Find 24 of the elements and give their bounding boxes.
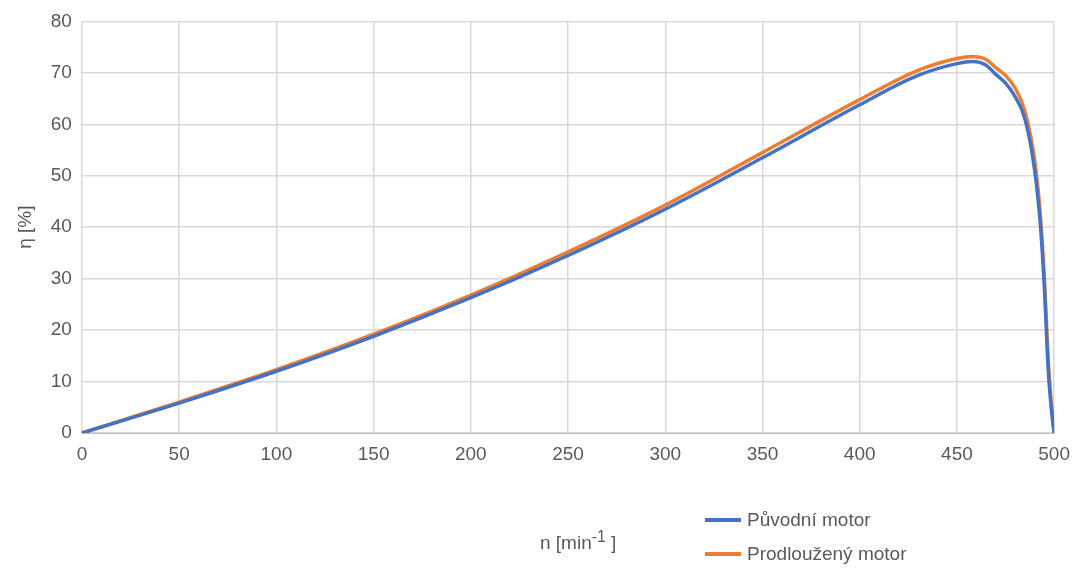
- y-axis-title: η [%]: [13, 205, 35, 249]
- y-tick-label: 0: [61, 421, 72, 443]
- x-tick-label: 350: [746, 442, 779, 464]
- x-axis-title: n [min$^{-1}$ ]: [540, 528, 617, 555]
- y-tick-label: 30: [50, 266, 72, 288]
- y-tick-label: 80: [50, 9, 72, 31]
- y-tick-label: 60: [50, 112, 72, 134]
- x-tick-label: 450: [941, 442, 973, 464]
- legend-label: Prodloužený motor: [747, 543, 907, 565]
- x-tick-label: 150: [357, 442, 390, 464]
- y-tick-label: 10: [50, 369, 72, 391]
- y-tick-label: 40: [50, 215, 72, 237]
- x-tick-label: 400: [843, 442, 876, 464]
- y-tick-label: 50: [50, 163, 72, 185]
- x-tick-label: 200: [454, 442, 487, 464]
- x-tick-label: 300: [649, 442, 682, 464]
- y-tick-label: 20: [50, 318, 72, 340]
- x-tick-label: 100: [260, 442, 293, 464]
- y-tick-label: 70: [50, 61, 72, 83]
- x-tick-label: 0: [76, 442, 88, 464]
- x-tick-label: 50: [168, 442, 190, 464]
- legend-label: Původní motor: [747, 509, 871, 531]
- x-tick-label: 250: [552, 442, 584, 464]
- x-tick-label: 500: [1038, 442, 1070, 464]
